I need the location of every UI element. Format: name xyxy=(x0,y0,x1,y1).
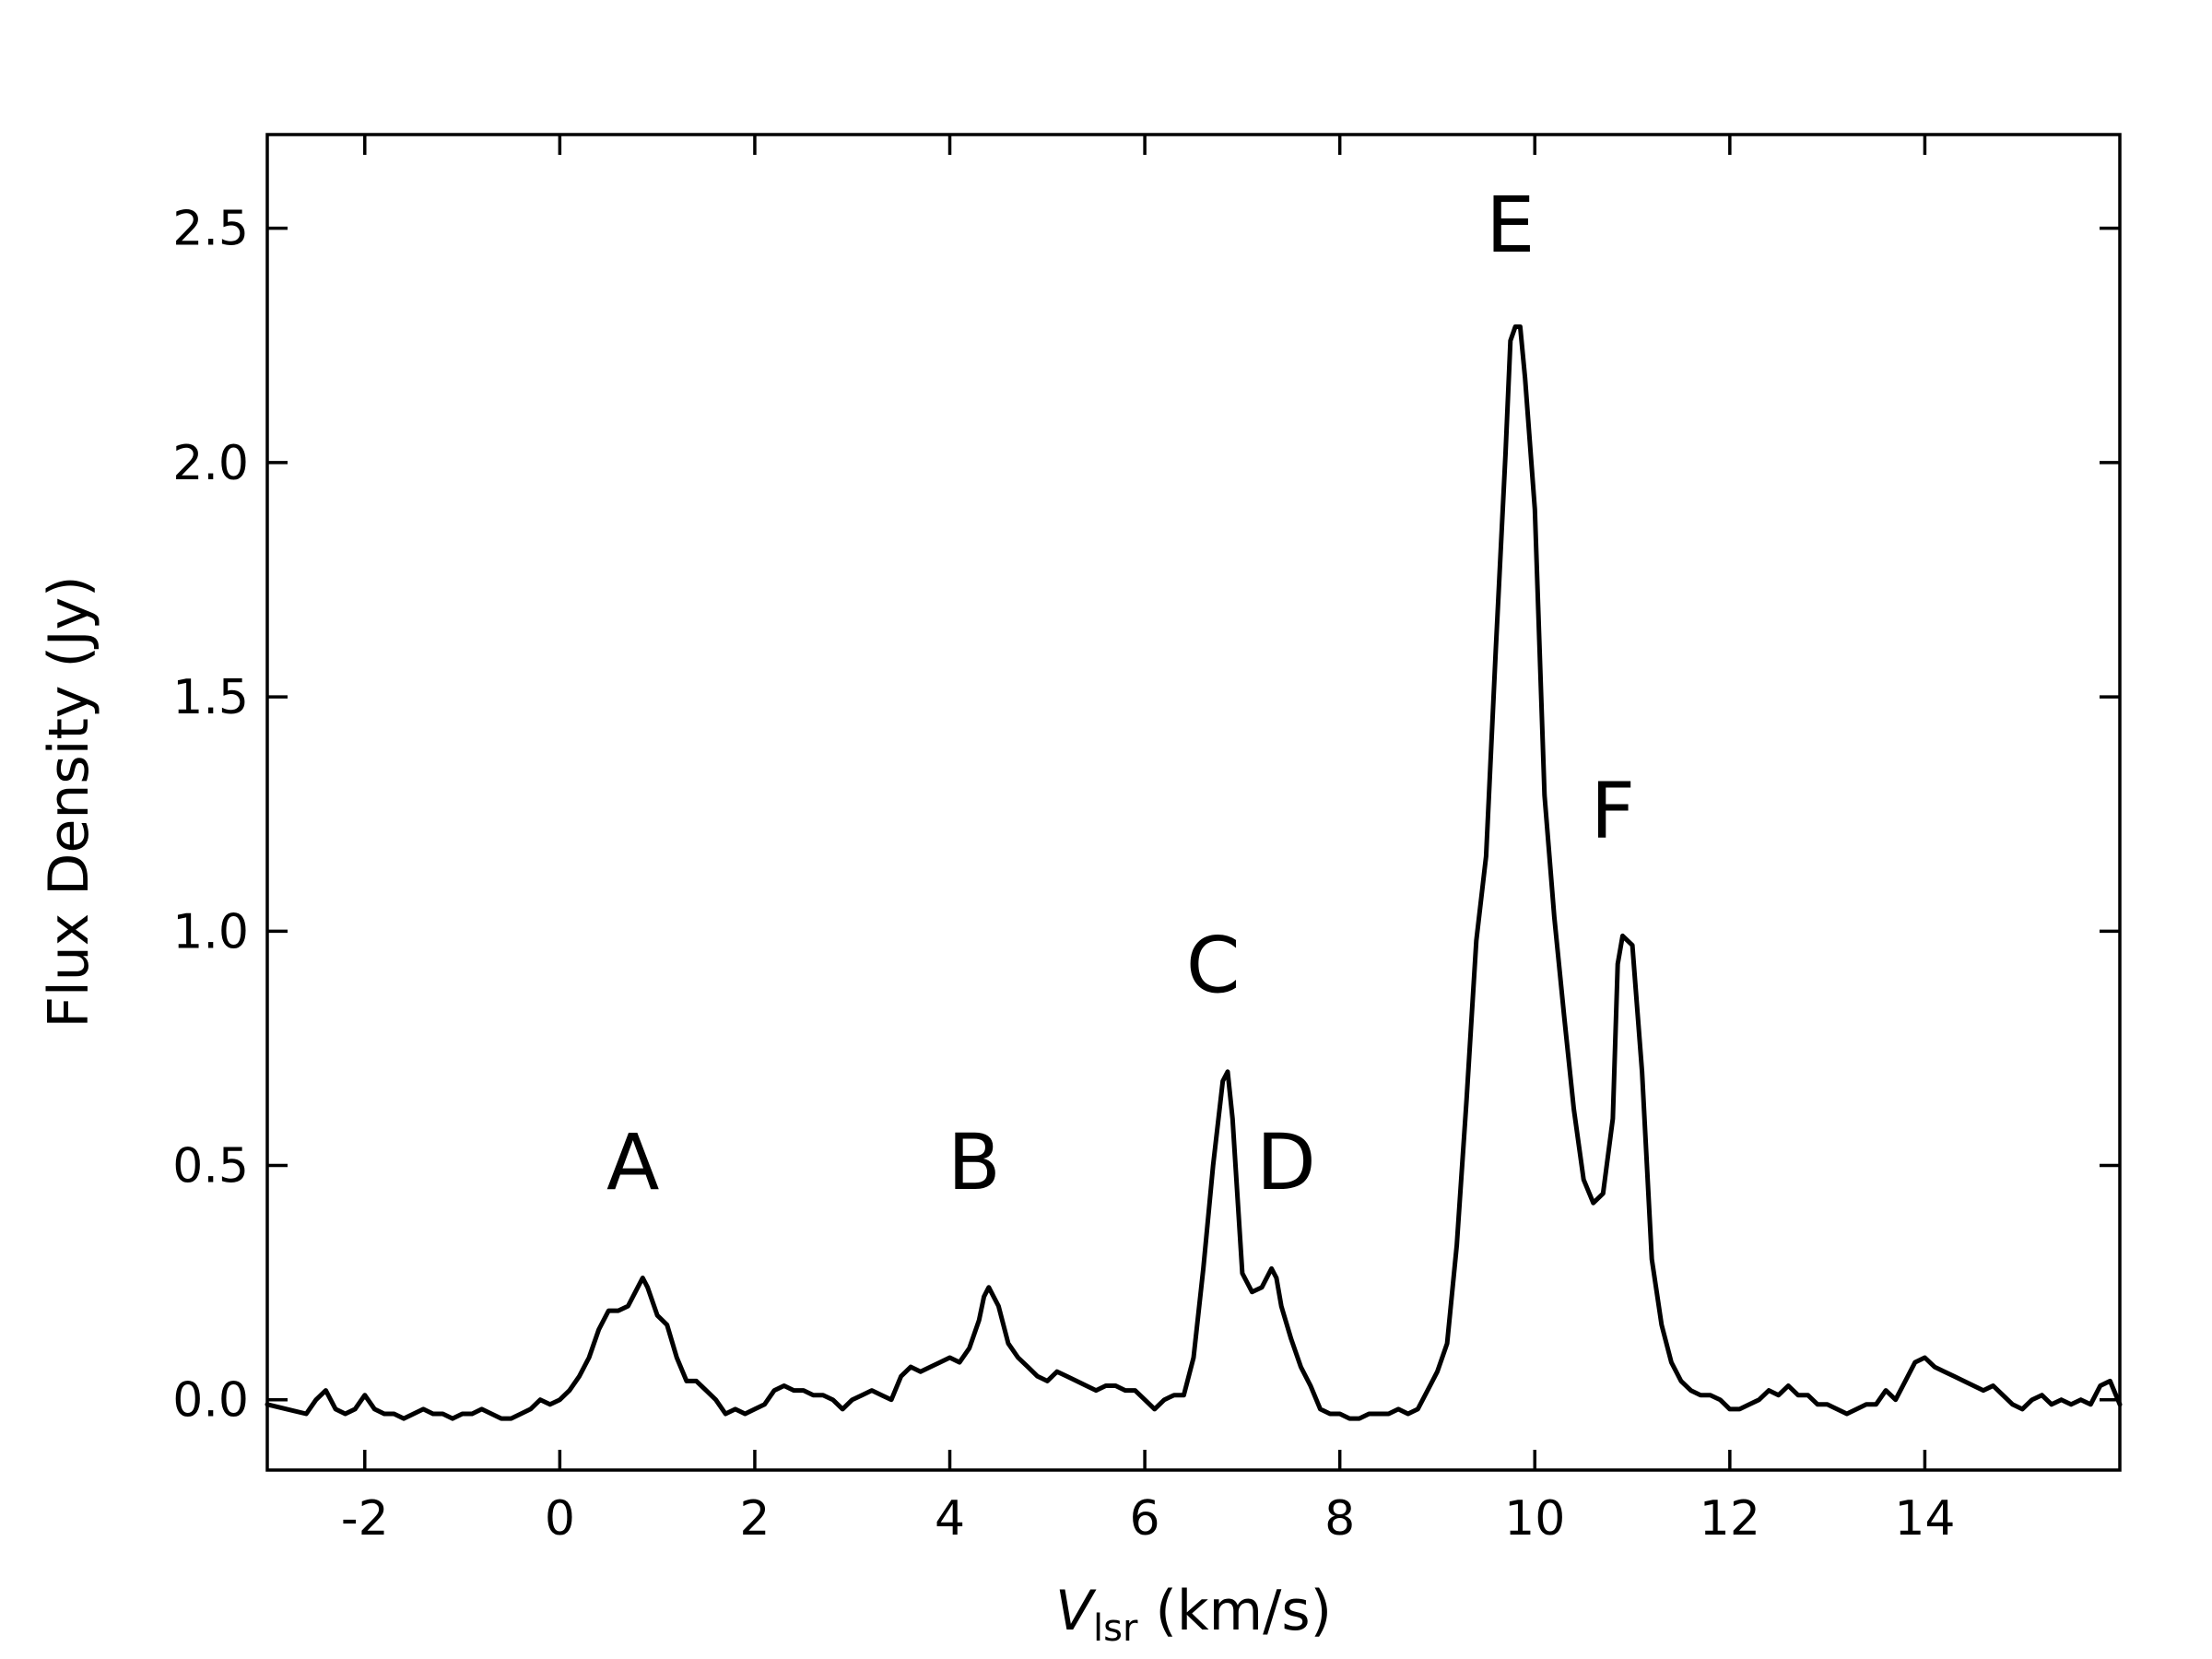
y-tick-labels: 0.0 0.5 1.0 1.5 2.0 2.5 xyxy=(172,202,249,1429)
peak-label-c: C xyxy=(1186,920,1241,1010)
y-tick-label: 2.5 xyxy=(172,202,249,257)
peak-label-f: F xyxy=(1591,766,1635,856)
x-tick-label: 12 xyxy=(1700,1491,1760,1547)
y-tick-label: 1.5 xyxy=(172,670,249,725)
x-tick-label: 6 xyxy=(1130,1491,1160,1547)
axis-ticks xyxy=(267,135,2120,1470)
x-tick-label: 10 xyxy=(1504,1491,1565,1547)
peak-label-a: A xyxy=(606,1117,659,1207)
x-tick-label: -2 xyxy=(341,1491,389,1547)
peak-label-b: B xyxy=(947,1117,1001,1207)
peak-label-e: E xyxy=(1486,180,1535,270)
y-tick-label: 2.0 xyxy=(172,436,249,491)
x-tick-label: 0 xyxy=(545,1491,575,1547)
peak-label-d: D xyxy=(1256,1117,1316,1207)
x-axis-label-subscript: lsr xyxy=(1093,1607,1138,1650)
x-tick-label: 14 xyxy=(1894,1491,1955,1547)
x-tick-label: 8 xyxy=(1324,1491,1355,1547)
y-tick-label: 0.5 xyxy=(172,1139,249,1194)
plot-frame xyxy=(265,133,2122,1472)
peak-labels: A B C D E F xyxy=(606,180,1635,1207)
x-axis-label-main: V xyxy=(1055,1579,1097,1643)
y-tick-label: 0.0 xyxy=(172,1373,249,1429)
x-tick-label: 2 xyxy=(739,1491,770,1547)
x-axis-label-unit: (km/s) xyxy=(1137,1579,1332,1643)
y-tick-label: 1.0 xyxy=(172,904,249,959)
x-axis-label: Vlsr (km/s) xyxy=(1055,1579,1332,1650)
x-tick-labels: -2 0 2 4 6 8 10 12 14 xyxy=(341,1491,1956,1547)
spectrum-line xyxy=(265,324,2123,1421)
y-axis-label: Flux Density (Jy) xyxy=(37,576,101,1029)
x-tick-label: 4 xyxy=(935,1491,965,1547)
